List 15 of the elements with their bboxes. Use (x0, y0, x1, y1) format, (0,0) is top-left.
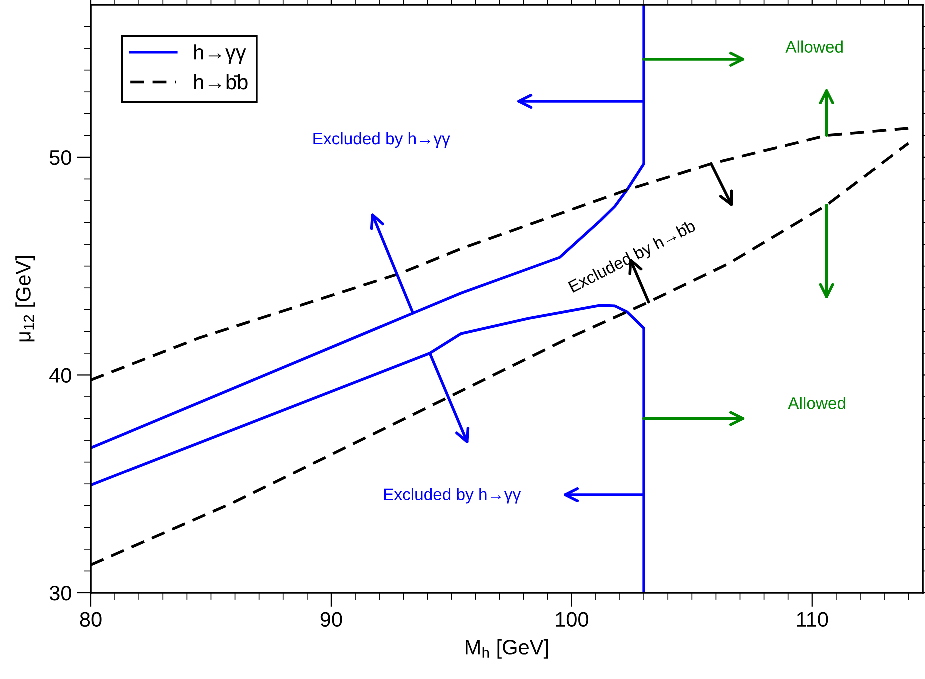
legend-label: h→b̄b (194, 74, 248, 90)
x-tick-label: 80 (80, 612, 102, 628)
y-tick-label: 40 (50, 368, 72, 383)
annotation: Excluded by h→γγ (384, 488, 522, 504)
annotation: Excluded by h→γγ (314, 132, 450, 148)
legend-label: h→γγ (194, 44, 246, 64)
annotation: Allowed (788, 397, 846, 410)
y-tick-label: 50 (50, 150, 72, 166)
x-tick-label: 110 (797, 612, 828, 628)
annotation: Allowed (786, 40, 843, 53)
x-tick-label: 100 (556, 612, 588, 628)
y-axis-title: μ$_{12}$ [GeV] (16, 256, 36, 342)
x-tick-label: 90 (320, 612, 342, 628)
y-tick-label: 30 (50, 586, 72, 601)
x-axis-title: M$_{h}$ [GeV] (466, 640, 548, 659)
